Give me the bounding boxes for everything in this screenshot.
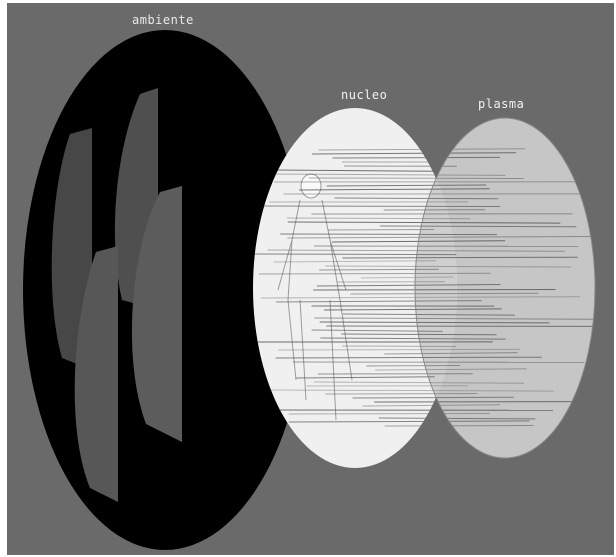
texture-line [325,265,572,268]
texture-line [273,260,437,263]
texture-line [311,329,443,332]
label-right-ellipse: plasma [478,97,525,111]
texture-line [314,317,595,320]
texture-line [277,348,520,351]
texture-line [366,365,461,367]
texture-line [350,292,539,295]
texture-line [342,313,515,316]
texture-line [299,188,490,191]
right-ellipse [415,118,595,458]
human-figure-sketch [277,173,353,421]
texture-line [378,417,536,420]
label-left-ellipse: ambiente [132,13,194,27]
texture-line [288,420,530,423]
texture-line [267,389,554,392]
texture-line [260,296,580,299]
texture-line [360,276,454,279]
texture-line [325,393,478,395]
texture-line [287,236,593,239]
texture-line [280,233,497,236]
texture-line [266,173,506,176]
texture-line [313,289,556,291]
texture-line [288,413,491,415]
texture-line [352,396,514,399]
texture-line [334,197,499,200]
texture-line [287,221,561,224]
texture-line [267,249,565,252]
right-ellipse-edge [414,117,596,459]
texture-line [342,345,457,347]
texture-line [379,225,577,228]
texture-line [258,272,491,275]
texture-line [274,169,439,172]
texture-line [296,376,435,379]
texture-line [375,368,527,371]
texture-line [311,152,517,155]
texture-line [320,337,506,340]
texture-line [342,256,578,259]
left-panel-3 [131,186,182,442]
texture-line [286,217,471,220]
texture-line [332,156,500,159]
label-middle-ellipse: nucleo [341,88,388,102]
texture-line [253,253,457,256]
texture-line [384,352,518,355]
texture-line [308,177,524,179]
left-panel-4 [74,246,118,502]
texture-line [319,321,550,324]
texture-line [319,268,439,271]
line-texture [253,148,595,427]
texture-line [276,300,482,303]
texture-line [313,381,525,384]
texture-line [326,184,487,187]
texture-line [362,404,501,407]
texture-line [316,284,501,287]
texture-line [384,425,534,427]
texture-line [256,205,501,207]
texture-line [275,356,542,359]
texture-line [323,308,502,311]
texture-line [327,229,435,231]
